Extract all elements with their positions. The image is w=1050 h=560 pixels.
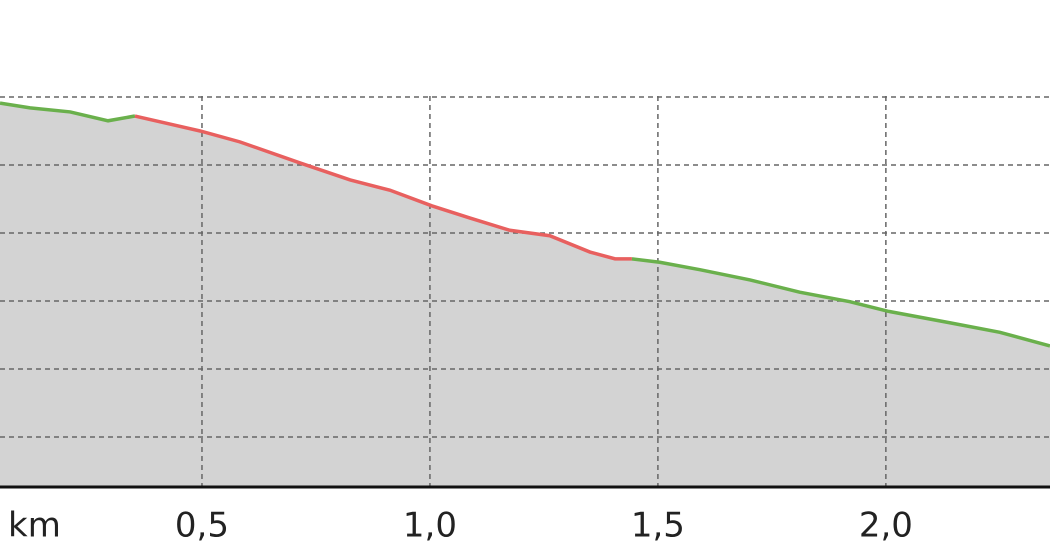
x-axis-label: km — [8, 506, 61, 546]
elevation-line — [631, 257, 1050, 348]
x-tick-label: 2,0 — [859, 506, 913, 546]
x-tick-label: 1,5 — [631, 506, 685, 546]
elevation-line — [134, 114, 632, 261]
x-tick-label: 0,5 — [175, 506, 229, 546]
x-tick-label: 1,0 — [403, 506, 457, 546]
elevation-line — [0, 101, 136, 123]
area-fill — [0, 102, 136, 488]
area-fill — [631, 258, 1050, 488]
